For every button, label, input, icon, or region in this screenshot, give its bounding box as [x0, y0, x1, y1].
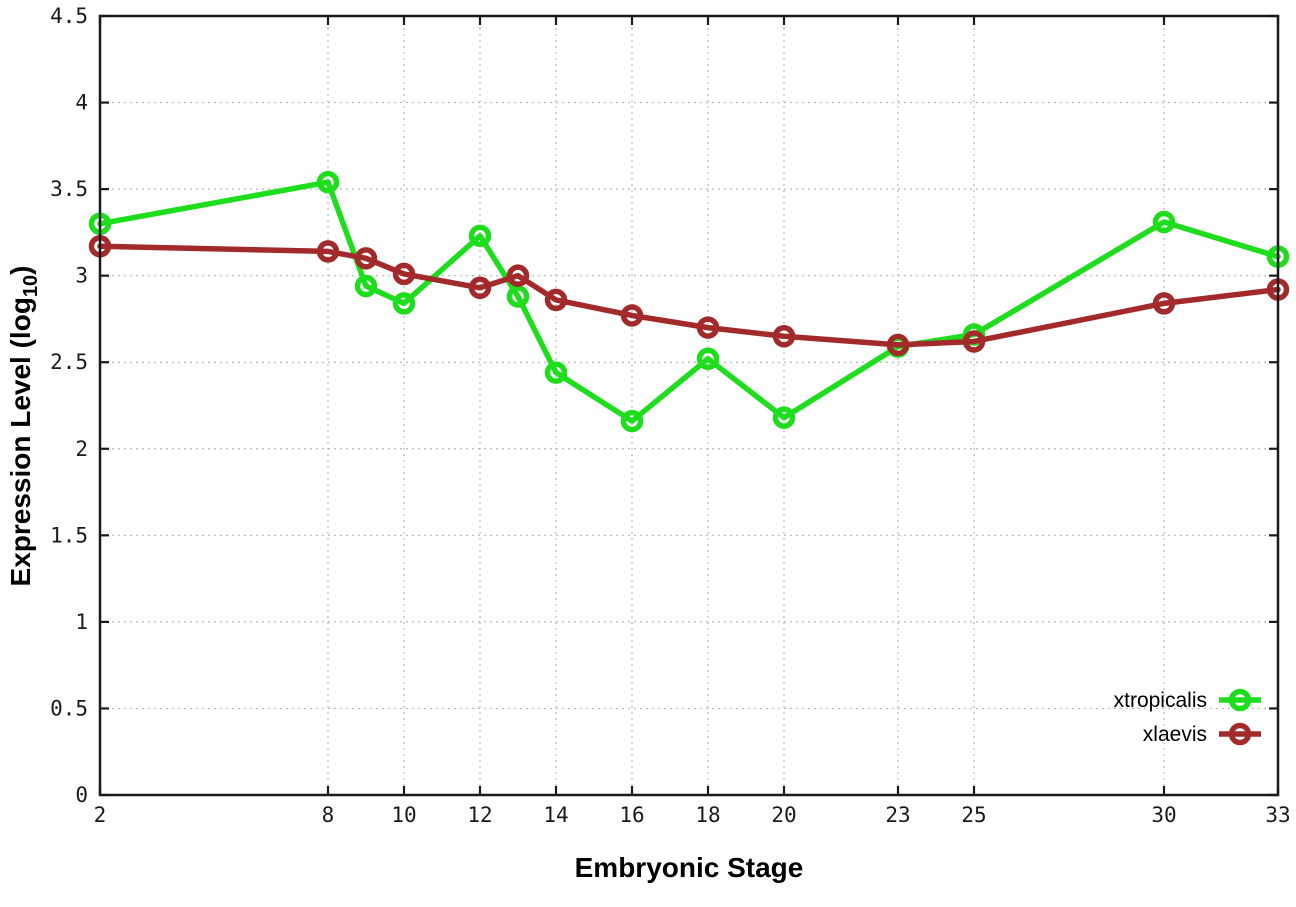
data-point-xtropicalis: [316, 170, 340, 194]
x-tick-label: 18: [695, 803, 720, 827]
data-point-xtropicalis: [468, 224, 492, 248]
x-tick-label: 16: [619, 803, 644, 827]
data-point-xlaevis: [962, 330, 986, 353]
y-tick-label: 3.5: [50, 177, 88, 201]
x-tick-label: 25: [961, 803, 986, 827]
grid-layer: [100, 16, 1278, 795]
data-point-xlaevis: [468, 276, 492, 300]
data-point-xlaevis: [506, 264, 530, 287]
x-tick-label: 2: [94, 803, 107, 827]
legend: xtropicalis xlaevis: [1114, 688, 1261, 746]
y-tick-label: 2: [75, 437, 88, 461]
legend-label-xtropicalis: xtropicalis: [1114, 689, 1207, 712]
data-point-xtropicalis: [1152, 210, 1176, 234]
x-tick-label: 30: [1151, 803, 1176, 827]
data-point-xlaevis: [620, 304, 644, 327]
y-tick-label: 1.5: [50, 523, 88, 547]
x-tick-label: 23: [885, 803, 910, 827]
data-point-xlaevis: [316, 240, 340, 263]
data-point-xtropicalis: [696, 347, 720, 371]
x-axis-title: Embryonic Stage: [575, 852, 804, 883]
data-point-xlaevis: [354, 247, 378, 270]
data-point-xtropicalis: [354, 274, 378, 298]
data-point-xlaevis: [886, 333, 910, 357]
data-point-xtropicalis: [544, 361, 568, 384]
y-axis-title: Expression Level (log10): [5, 266, 42, 587]
legend-label-xlaevis: xlaevis: [1143, 723, 1207, 746]
y-tick-label: 0.5: [50, 696, 88, 720]
x-tick-label: 14: [543, 803, 568, 827]
series-layer: [88, 170, 1290, 433]
x-tick-label: 12: [467, 803, 492, 827]
y-tick-label: 4.5: [50, 4, 88, 28]
y-tick-label: 0: [75, 783, 88, 807]
y-tick-label: 4: [75, 91, 88, 115]
legend-marker-xtropicalis: [1228, 688, 1252, 712]
data-point-xtropicalis: [772, 406, 796, 429]
x-tick-label: 8: [322, 803, 335, 827]
y-tick-label: 1: [75, 610, 88, 634]
data-point-xtropicalis: [620, 409, 644, 433]
data-point-xtropicalis: [392, 292, 416, 315]
x-tick-label: 33: [1265, 803, 1290, 827]
y-tick-label: 3: [75, 264, 88, 288]
data-point-xlaevis: [772, 325, 796, 348]
legend-marker-xlaevis: [1228, 722, 1252, 746]
data-point-xlaevis: [392, 262, 416, 286]
data-point-xlaevis: [544, 288, 568, 312]
axes-layer: 0 0.5 1 1.5 2 2.5 3 3.5 4 4.5 2 8 10 12 14 16 18 20 23 25 30…: [50, 4, 1291, 827]
x-tick-label: 10: [391, 803, 416, 827]
series-line-xtropicalis: [97, 179, 1281, 424]
data-point-xtropicalis: [506, 285, 530, 308]
x-tick-label: 20: [771, 803, 796, 827]
data-point-xlaevis: [1152, 292, 1176, 315]
plot-border: [98, 14, 1280, 797]
data-point-xlaevis: [696, 316, 720, 339]
y-tick-label: 2.5: [50, 350, 88, 374]
